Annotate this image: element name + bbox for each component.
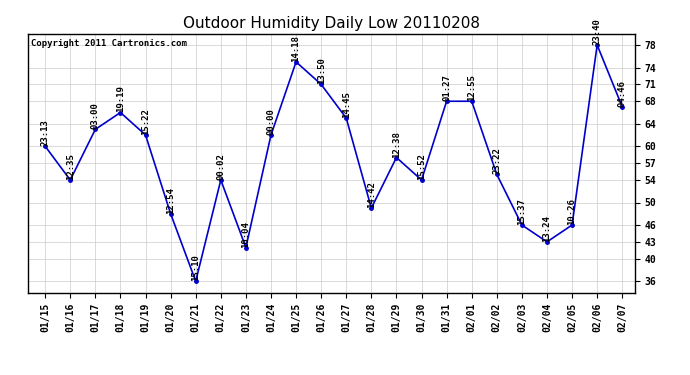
Text: 14:18: 14:18 (292, 35, 301, 62)
Text: 15:22: 15:22 (141, 108, 150, 135)
Title: Outdoor Humidity Daily Low 20110208: Outdoor Humidity Daily Low 20110208 (183, 16, 480, 31)
Text: 13:24: 13:24 (542, 215, 551, 242)
Text: 12:38: 12:38 (392, 130, 401, 158)
Text: 01:27: 01:27 (442, 74, 451, 101)
Text: 23:22: 23:22 (492, 147, 502, 174)
Text: 00:00: 00:00 (266, 108, 275, 135)
Text: 12:35: 12:35 (66, 153, 75, 180)
Text: 10:04: 10:04 (241, 220, 250, 248)
Text: 12:55: 12:55 (467, 74, 476, 101)
Text: 15:37: 15:37 (518, 198, 526, 225)
Text: 19:19: 19:19 (116, 86, 125, 112)
Text: Copyright 2011 Cartronics.com: Copyright 2011 Cartronics.com (30, 39, 186, 48)
Text: 23:40: 23:40 (593, 18, 602, 45)
Text: 14:45: 14:45 (342, 91, 351, 118)
Text: 12:54: 12:54 (166, 187, 175, 214)
Text: 14:42: 14:42 (367, 181, 376, 208)
Text: 04:46: 04:46 (618, 80, 627, 107)
Text: 00:02: 00:02 (216, 153, 226, 180)
Text: 13:50: 13:50 (317, 57, 326, 84)
Text: 03:00: 03:00 (91, 102, 100, 129)
Text: 10:26: 10:26 (568, 198, 577, 225)
Text: 15:52: 15:52 (417, 153, 426, 180)
Text: 23:13: 23:13 (41, 119, 50, 146)
Text: 15:10: 15:10 (191, 254, 200, 281)
